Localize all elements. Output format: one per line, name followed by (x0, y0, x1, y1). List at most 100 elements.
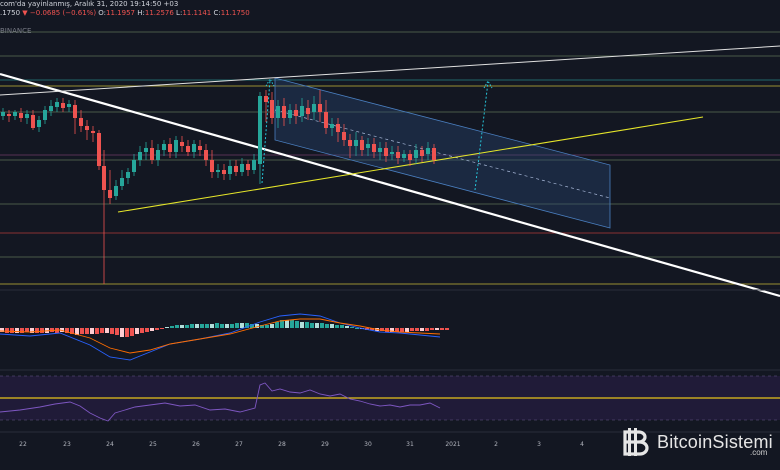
candle-body (348, 140, 352, 146)
candle-body (13, 112, 17, 116)
macd-histogram-bar (5, 328, 9, 333)
macd-histogram-bar (120, 328, 124, 337)
macd-histogram-bar (65, 328, 69, 333)
candle-body (7, 114, 11, 116)
macd-histogram-bar (250, 324, 254, 328)
time-tick: 2 (494, 441, 498, 448)
candle-body (396, 152, 400, 158)
symbol-header: com'da yayinlanmış, Aralık 31, 2020 19:1… (0, 0, 780, 35)
candle-body (234, 166, 238, 172)
time-tick: 23 (63, 441, 71, 448)
macd-histogram-bar (445, 328, 449, 330)
macd-histogram-bar (20, 328, 24, 333)
macd-histogram-bar (150, 328, 154, 331)
candle-body (240, 164, 244, 172)
candle-body (91, 131, 95, 133)
candle-body (378, 148, 382, 152)
ascending-resistance-line[interactable] (0, 45, 780, 96)
low-value: 11.1141 (182, 9, 212, 17)
macd-histogram-bar (200, 324, 204, 328)
candle-body (342, 132, 346, 140)
candle-body (312, 104, 316, 112)
candle-body (168, 144, 172, 152)
macd-histogram-bar (165, 327, 169, 328)
macd-histogram-bar (345, 326, 349, 328)
open-value: 11.1957 (106, 9, 135, 17)
macd-histogram-bar (330, 324, 334, 328)
macd-histogram-bar (395, 328, 399, 332)
candle-body (55, 102, 59, 107)
macd-histogram-bar (340, 325, 344, 328)
macd-histogram-bar (40, 328, 44, 333)
candle-body (318, 104, 322, 112)
macd-histogram-bar (310, 323, 314, 328)
macd-histogram-bar (90, 328, 94, 334)
projection-arrows[interactable] (261, 79, 489, 191)
macd-histogram (0, 320, 449, 337)
candle-body (31, 115, 35, 128)
macd-histogram-bar (140, 328, 144, 333)
candle-body (120, 178, 124, 186)
candle-body (408, 154, 412, 160)
time-tick: 24 (106, 441, 114, 448)
candle-body (336, 124, 340, 132)
candle-body (360, 140, 364, 150)
last-price: .1750 (0, 9, 21, 17)
candle-body (330, 124, 334, 128)
candle-body (372, 144, 376, 152)
macd-histogram-bar (70, 328, 74, 334)
macd-histogram-bar (175, 325, 179, 328)
macd-histogram-bar (400, 328, 404, 332)
candle-body (384, 148, 388, 156)
exchange-label: BINANCE (0, 27, 32, 35)
candle-body (432, 148, 436, 160)
candle-body (162, 144, 166, 150)
macd-histogram-bar (15, 328, 19, 333)
macd-histogram-bar (295, 321, 299, 328)
time-tick: 28 (278, 441, 286, 448)
candle-body (150, 148, 154, 160)
macd-histogram-bar (115, 328, 119, 335)
candle-body (156, 150, 160, 160)
macd-histogram-bar (105, 328, 109, 333)
candle-body (252, 160, 256, 170)
macd-histogram-bar (10, 328, 14, 333)
candle-body (204, 150, 208, 160)
candle-body (426, 148, 430, 154)
macd-histogram-bar (320, 323, 324, 328)
macd-histogram-bar (205, 324, 209, 328)
support-trendline[interactable] (117, 116, 704, 213)
open-label: O: (98, 9, 107, 17)
candle-body (306, 108, 310, 114)
published-text: com'da yayinlanmış, Aralık 31, 2020 19:1… (0, 0, 179, 8)
macd-histogram-bar (190, 324, 194, 328)
macd-histogram-bar (435, 328, 439, 330)
candle-body (43, 110, 47, 120)
horizontal-levels (0, 31, 780, 285)
candle-body (19, 113, 23, 118)
price-change: −0.0685 (−0.61%) (29, 9, 97, 17)
macd-histogram-bar (335, 325, 339, 328)
candle-body (246, 164, 250, 170)
candle-body (282, 106, 286, 118)
macd-histogram-bar (185, 325, 189, 328)
descending-trendline[interactable] (0, 72, 780, 298)
macd-histogram-bar (420, 328, 424, 331)
macd-histogram-bar (370, 328, 374, 330)
macd-histogram-bar (430, 328, 434, 330)
macd-histogram-bar (260, 325, 264, 328)
projection-arrow-heads (265, 77, 493, 89)
macd-histogram-bar (280, 320, 284, 328)
time-tick: 27 (235, 441, 243, 448)
descending-channel[interactable] (274, 77, 611, 229)
macd-histogram-bar (80, 328, 84, 334)
candle-body (402, 154, 406, 158)
time-axis[interactable]: 22 23 24 25 26 27 28 29 30 31 2021 2 3 4 (0, 434, 600, 454)
macd-histogram-bar (210, 324, 214, 328)
published-line: com'da yayinlanmış, Aralık 31, 2020 19:1… (0, 0, 178, 9)
candle-body (354, 140, 358, 146)
macd-histogram-bar (230, 324, 234, 328)
macd-histogram-bar (425, 328, 429, 331)
candle-body (108, 190, 112, 198)
